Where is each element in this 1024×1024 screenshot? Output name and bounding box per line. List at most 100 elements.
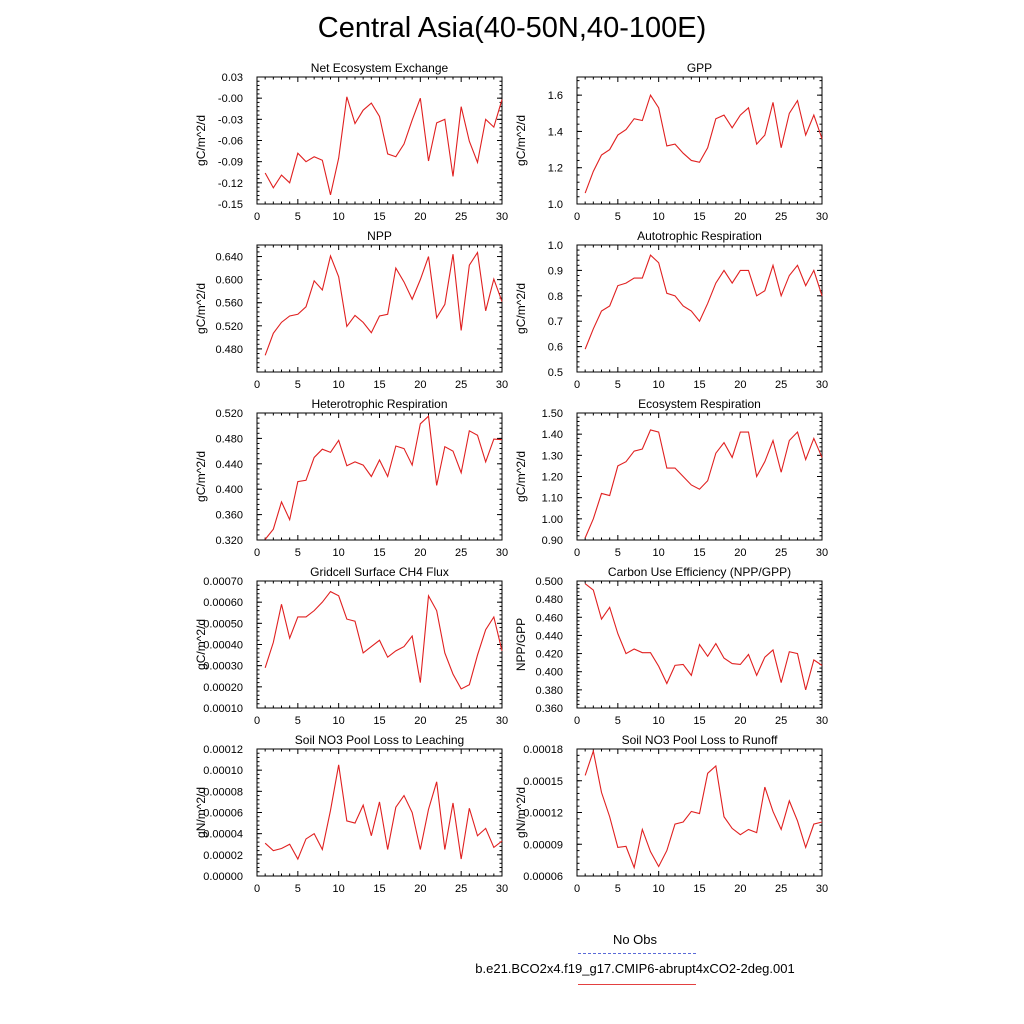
x-tick-label: 30: [496, 211, 508, 223]
x-tick-label: 20: [414, 379, 426, 391]
chart-panel-5: Ecosystem Respiration gC/m^2/d 0 5 10 15 20 25 3…: [514, 397, 828, 559]
y-tick-label: 0.440: [535, 630, 563, 642]
y-tick-label: 0.420: [535, 649, 563, 661]
y-tick-label: 0.5: [548, 367, 563, 379]
x-tick-label: 15: [693, 379, 705, 391]
chart-title: Ecosystem Respiration: [638, 397, 761, 411]
y-tick-label: 0.8: [548, 291, 563, 303]
y-tick-label: 0.560: [215, 298, 243, 310]
y-tick-label: 0.520: [215, 408, 243, 420]
y-tick-label: 1.0: [548, 199, 563, 211]
x-tick-label: 30: [816, 379, 828, 391]
x-tick-label: 25: [455, 547, 467, 559]
x-tick-label: 5: [295, 715, 301, 727]
x-tick-label: 25: [775, 547, 787, 559]
y-tick-label: 0.00015: [523, 776, 563, 788]
x-tick-label: 30: [816, 211, 828, 223]
chart-title: Autotrophic Respiration: [637, 229, 762, 243]
x-tick-label: 0: [574, 883, 580, 895]
y-axis-label: gC/m^2/d: [194, 283, 208, 334]
series-line: [584, 748, 823, 870]
x-tick-label: 0: [574, 211, 580, 223]
y-tick-label: 0.00018: [523, 744, 563, 756]
y-tick-label: 0.00040: [203, 640, 243, 652]
chart-panel-9: Soil NO3 Pool Loss to Runoff gN/m^2/d 0 5 10…: [514, 733, 828, 895]
plot-frame: [256, 412, 503, 541]
x-tick-label: 5: [615, 211, 621, 223]
chart-panel-8: Soil NO3 Pool Loss to Leaching gN/m^2/d 0 5…: [194, 733, 508, 895]
y-axis-label: gC/m^2/d: [194, 451, 208, 502]
y-tick-label: 0.00009: [523, 839, 563, 851]
chart-title: Soil NO3 Pool Loss to Runoff: [622, 733, 779, 747]
y-tick-label: 0.00010: [203, 765, 243, 777]
y-tick-label: 0.00060: [203, 597, 243, 609]
y-tick-label: 1.00: [542, 514, 563, 526]
legend-obs-line: [578, 953, 696, 954]
y-tick-label: 0.03: [222, 72, 243, 84]
plot-frame: [576, 244, 823, 373]
x-tick-label: 10: [333, 715, 345, 727]
x-tick-label: 5: [615, 547, 621, 559]
x-tick-label: 0: [254, 211, 260, 223]
y-tick-label: 1.6: [548, 90, 563, 102]
x-tick-label: 0: [574, 379, 580, 391]
series-line: [584, 254, 823, 350]
x-tick-label: 30: [816, 547, 828, 559]
legend-obs-label: No Obs: [612, 932, 658, 947]
x-tick-label: 25: [775, 211, 787, 223]
y-axis-label: gN/m^2/d: [194, 787, 208, 838]
x-tick-label: 20: [734, 883, 746, 895]
y-tick-label: 0.00006: [523, 871, 563, 883]
x-tick-label: 5: [295, 547, 301, 559]
x-tick-label: 0: [254, 547, 260, 559]
y-axis-label: gN/m^2/d: [514, 787, 528, 838]
y-tick-label: 0.360: [215, 510, 243, 522]
y-tick-label: 0.380: [535, 685, 563, 697]
plot-frame: [256, 580, 503, 709]
series-line: [264, 415, 503, 540]
x-tick-label: 0: [574, 715, 580, 727]
x-tick-label: 10: [653, 547, 665, 559]
y-tick-label: 0.640: [215, 252, 243, 264]
series-line: [264, 250, 503, 356]
x-tick-label: 30: [496, 547, 508, 559]
x-tick-label: 10: [653, 379, 665, 391]
chart-title: NPP: [367, 229, 392, 243]
x-tick-label: 10: [333, 883, 345, 895]
y-tick-label: 0.00000: [203, 871, 243, 883]
x-tick-label: 30: [816, 883, 828, 895]
chart-panel-3: Autotrophic Respiration gC/m^2/d 0 5 10 15 20 2…: [514, 229, 828, 391]
x-tick-label: 15: [693, 547, 705, 559]
x-tick-label: 25: [455, 379, 467, 391]
y-tick-label: 0.00050: [203, 618, 243, 630]
y-tick-label: 1.2: [548, 163, 563, 175]
chart-title: Soil NO3 Pool Loss to Leaching: [295, 733, 464, 747]
x-tick-label: 5: [295, 379, 301, 391]
y-tick-label: 0.00012: [523, 808, 563, 820]
plot-frame: [256, 76, 503, 205]
plot-frame: [576, 76, 823, 205]
x-tick-label: 15: [373, 211, 385, 223]
y-tick-label: -0.12: [218, 178, 243, 190]
y-tick-label: 0.360: [535, 703, 563, 715]
x-tick-label: 15: [693, 211, 705, 223]
y-axis-label: gC/m^2/d: [514, 283, 528, 334]
y-tick-label: 1.20: [542, 472, 563, 484]
chart-panel-6: Gridcell Surface CH4 Flux gC/m^2/d 0 5 10 15 2…: [194, 565, 508, 727]
y-axis-label: gC/m^2/d: [514, 115, 528, 166]
y-tick-label: 1.50: [542, 408, 563, 420]
chart-title: Heterotrophic Respiration: [311, 397, 447, 411]
x-tick-label: 10: [653, 715, 665, 727]
y-tick-label: -0.03: [218, 114, 243, 126]
figure-title: Central Asia(40-50N,40-100E): [317, 12, 707, 44]
y-tick-label: 0.90: [542, 535, 563, 547]
x-tick-label: 10: [653, 883, 665, 895]
x-tick-label: 15: [373, 715, 385, 727]
legend-case-label: b.e21.BCO2x4.f19_g17.CMIP6-abrupt4xCO2-2…: [475, 961, 795, 976]
x-tick-label: 5: [295, 883, 301, 895]
x-tick-label: 30: [496, 379, 508, 391]
x-tick-label: 30: [496, 715, 508, 727]
series-line: [584, 93, 823, 194]
x-tick-label: 15: [693, 883, 705, 895]
